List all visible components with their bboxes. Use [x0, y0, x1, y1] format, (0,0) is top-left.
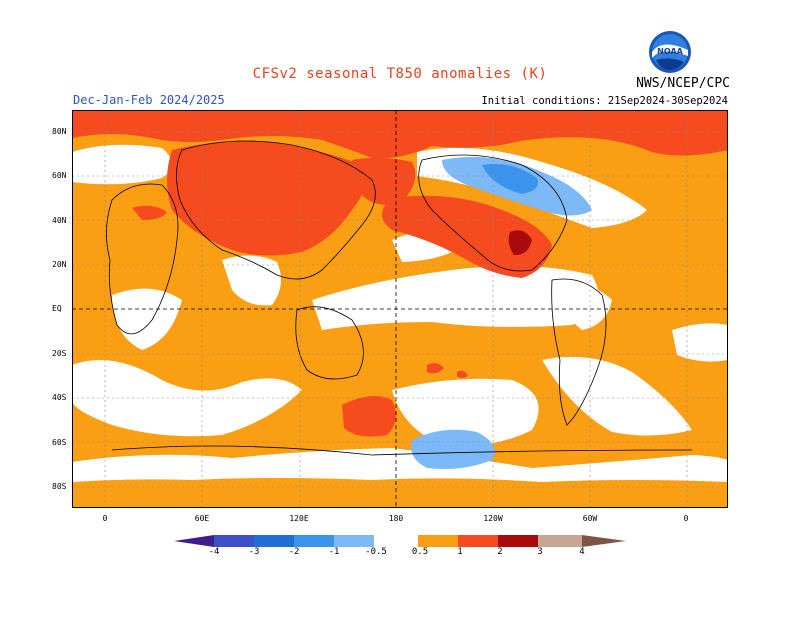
- colorbar-seg-lt-m4: [174, 535, 214, 547]
- colorbar-label-3: 3: [537, 547, 543, 557]
- colorbar-seg-m2-m1: [294, 535, 334, 547]
- colorbar-label-1: 1: [457, 547, 463, 557]
- reference-lines: [72, 110, 728, 508]
- lat-label-40n: 40N: [52, 216, 67, 225]
- lat-label-20n: 20N: [52, 260, 67, 269]
- initial-conditions-label: Initial conditions: 21Sep2024-30Sep2024: [481, 95, 728, 107]
- lon-label-0: 0: [102, 514, 108, 523]
- anomaly-map: [72, 110, 728, 508]
- lat-label-60n: 60N: [52, 171, 67, 180]
- warm-anomaly-regions: [72, 110, 728, 437]
- lat-label-80s: 80S: [52, 482, 67, 491]
- lat-label-eq: EQ: [52, 304, 62, 313]
- lat-label-60s: 60S: [52, 438, 67, 447]
- colorbar-seg-m4-m3: [214, 535, 254, 547]
- noaa-logo-icon: NOAA: [649, 31, 691, 73]
- colorbar-label-05: 0.5: [411, 547, 429, 557]
- season-label: Dec-Jan-Feb 2024/2025: [73, 93, 225, 107]
- chart-title: CFSv2 seasonal T850 anomalies (K): [252, 66, 548, 82]
- graticule: [72, 110, 728, 508]
- lat-label-40s: 40S: [52, 393, 67, 402]
- lon-label-60e: 60E: [194, 514, 210, 523]
- colorbar-label-m2: -2: [288, 547, 300, 557]
- lon-label-180: 180: [388, 514, 404, 523]
- colorbar-seg-m3-m2: [254, 535, 294, 547]
- colorbar: [174, 535, 626, 547]
- cold-anomaly-regions: [411, 156, 592, 469]
- lat-label-80n: 80N: [52, 127, 67, 136]
- agency-label: NWS/NCEP/CPC: [636, 76, 730, 91]
- colorbar-seg-neutral: [374, 535, 418, 547]
- colorbar-seg-m1-m05: [334, 535, 374, 547]
- colorbar-seg-2-3: [498, 535, 538, 547]
- lon-label-120w: 120W: [483, 514, 503, 523]
- colorbar-seg-gt-4: [582, 535, 626, 547]
- colorbar-label-m05: -0.5: [365, 547, 387, 557]
- colorbar-seg-3-4: [538, 535, 582, 547]
- logo-text: NOAA: [657, 47, 683, 56]
- colorbar-seg-05-1: [418, 535, 458, 547]
- colorbar-seg-1-2: [458, 535, 498, 547]
- lon-label-120e: 120E: [289, 514, 309, 523]
- colorbar-label-m3: -3: [248, 547, 260, 557]
- strong-warm-anomaly: [508, 230, 532, 256]
- lat-label-20s: 20S: [52, 349, 67, 358]
- colorbar-label-m4: -4: [208, 547, 220, 557]
- lon-label-60w: 60W: [582, 514, 598, 523]
- colorbar-label-2: 2: [497, 547, 503, 557]
- colorbar-label-m1: -1: [328, 547, 340, 557]
- map-frame: [72, 110, 728, 508]
- lon-label-0-east: 0: [683, 514, 689, 523]
- near-zero-regions: [72, 144, 728, 482]
- colorbar-label-4: 4: [579, 547, 585, 557]
